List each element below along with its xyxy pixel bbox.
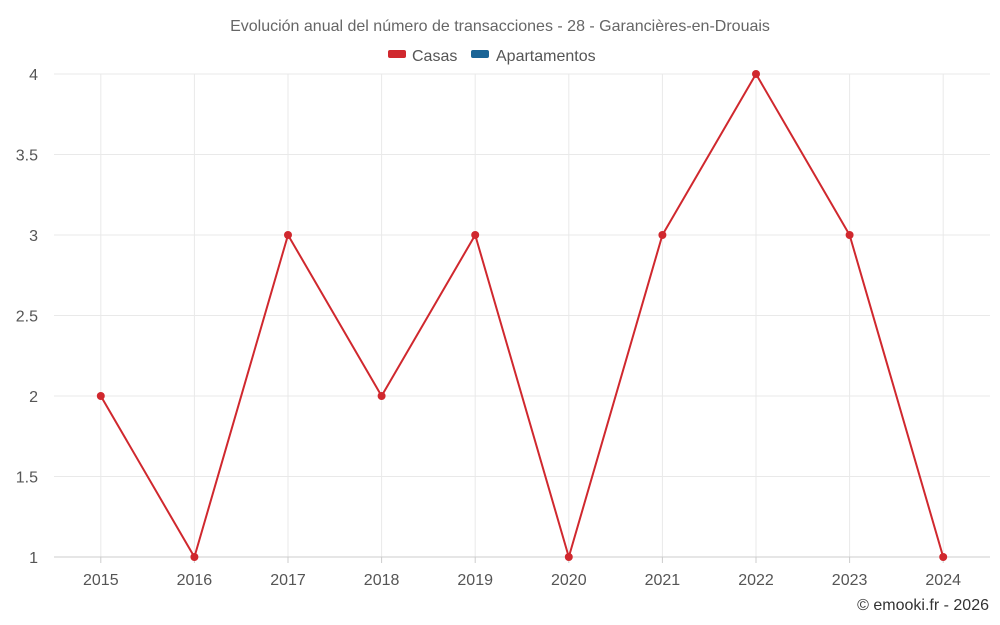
y-tick-label: 3 <box>29 228 38 245</box>
data-point[interactable] <box>377 392 386 400</box>
x-tick-label: 2023 <box>832 572 868 589</box>
data-point[interactable] <box>284 231 292 239</box>
legend-item-casas[interactable]: Casas <box>388 48 457 65</box>
data-point[interactable] <box>190 553 199 561</box>
grid <box>54 73 990 558</box>
x-tick-label: 2024 <box>925 572 961 589</box>
y-tick-label: 3.5 <box>16 148 38 165</box>
x-axis: 2015 2016 2017 2018 2019 2020 2021 2022 2023 2024 <box>54 556 990 589</box>
legend-swatch-apartamentos <box>471 50 489 58</box>
series-line-casas <box>99 73 945 558</box>
y-tick-label: 1 <box>29 550 38 567</box>
y-tick-label: 2 <box>29 389 38 406</box>
data-point[interactable] <box>96 392 105 400</box>
x-tick-label: 2018 <box>364 572 400 589</box>
data-point[interactable] <box>658 231 667 239</box>
x-tick-label: 2021 <box>645 572 681 589</box>
chart-title: Evolución anual del número de transaccio… <box>230 18 770 35</box>
legend: Casas Apartamentos <box>388 48 596 65</box>
x-tick-label: 2016 <box>177 572 213 589</box>
data-point[interactable] <box>752 70 760 78</box>
series-casas <box>96 70 948 561</box>
data-point[interactable] <box>939 553 948 561</box>
legend-item-apartamentos[interactable]: Apartamentos <box>471 48 596 65</box>
legend-label-casas: Casas <box>412 48 457 65</box>
legend-swatch-casas <box>388 50 406 58</box>
legend-label-apartamentos: Apartamentos <box>496 48 596 65</box>
data-point[interactable] <box>564 553 573 561</box>
x-tick-label: 2022 <box>738 572 774 589</box>
x-tick-label: 2020 <box>551 572 587 589</box>
y-tick-label: 2.5 <box>16 309 38 326</box>
y-tick-label: 1.5 <box>16 470 38 487</box>
credit-text: © emooki.fr - 2026 <box>857 597 989 614</box>
x-tick-label: 2015 <box>83 572 119 589</box>
y-axis: 1 1.5 2 2.5 3 3.5 4 <box>16 67 38 567</box>
data-point[interactable] <box>845 231 854 239</box>
x-tick-label: 2019 <box>457 572 493 589</box>
y-tick-label: 4 <box>29 67 38 84</box>
data-point[interactable] <box>471 231 480 239</box>
x-tick-label: 2017 <box>270 572 306 589</box>
